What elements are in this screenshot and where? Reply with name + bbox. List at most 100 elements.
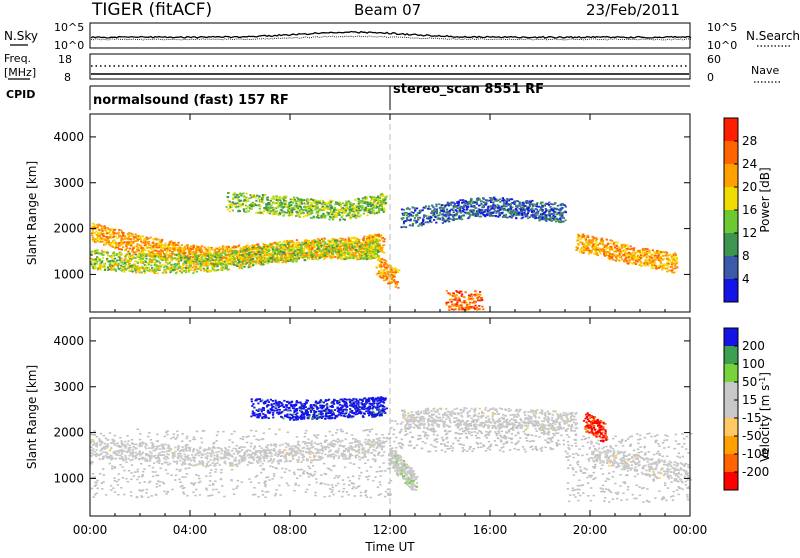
echo-cell (244, 199, 246, 201)
echo-cell (521, 213, 523, 215)
echo-cell (453, 205, 455, 207)
echo-cell (371, 247, 373, 249)
echo-cell (447, 202, 449, 204)
echo-cell (412, 215, 414, 217)
echo-cell (521, 211, 523, 213)
echo-cell (375, 241, 377, 243)
echo-cell (337, 244, 339, 246)
echo-cell (234, 252, 236, 254)
echo-cell (255, 263, 257, 265)
echo-cell (532, 205, 534, 207)
echo-cell (207, 262, 209, 264)
echo-cell (308, 200, 310, 202)
echo-cell (344, 239, 346, 241)
echo-cell (235, 206, 237, 208)
echo-cell (345, 210, 347, 212)
echo-cell (374, 213, 376, 215)
echo-cell (113, 229, 115, 231)
echo-cell (179, 247, 181, 249)
echo-cell (130, 265, 132, 267)
echo-cell (266, 244, 268, 246)
echo-cell (466, 209, 468, 211)
echo-cell (526, 215, 528, 217)
echo-cell (319, 241, 321, 243)
echo-cell (552, 204, 554, 206)
echo-cell (187, 244, 189, 246)
echo-cell (336, 240, 338, 242)
echo-cell (273, 207, 275, 209)
echo-cell (314, 258, 316, 260)
echo-cell (143, 269, 145, 271)
echo-cell (228, 258, 230, 260)
echo-cell (352, 203, 354, 205)
echo-cell (322, 213, 324, 215)
echo-cell (281, 254, 283, 256)
nsky-label: N.Sky (4, 29, 38, 43)
echo-cell (376, 253, 378, 255)
echo-cell (256, 195, 258, 197)
echo-cell (141, 236, 143, 238)
echo-cell (322, 206, 324, 208)
echo-cell (245, 201, 247, 203)
echo-cell (248, 266, 250, 268)
echo-cell (460, 212, 462, 214)
echo-cell (332, 219, 334, 221)
echo-cell (147, 270, 149, 272)
echo-cell (164, 249, 166, 251)
echo-cell (271, 207, 273, 209)
echo-cell (135, 254, 137, 256)
echo-cell (383, 209, 385, 211)
echo-cell (205, 253, 207, 255)
echo-cell (442, 210, 444, 212)
echo-cell (458, 204, 460, 206)
echo-cell (468, 216, 470, 218)
echo-cell (313, 202, 315, 204)
echo-cell (148, 264, 150, 266)
echo-cell (318, 217, 320, 219)
echo-cell (262, 197, 264, 199)
echo-cell (273, 212, 275, 214)
echo-cell (545, 214, 547, 216)
echo-cell (166, 257, 168, 259)
echo-cell (172, 264, 174, 266)
echo-cell (199, 261, 201, 263)
echo-cell (453, 211, 455, 213)
echo-cell (120, 230, 122, 232)
echo-cell (242, 203, 244, 205)
echo-cell (323, 258, 325, 260)
echo-cell (286, 253, 288, 255)
echo-cell (109, 264, 111, 266)
echo-cell (359, 206, 361, 208)
echo-cell (502, 216, 504, 218)
echo-cell (494, 198, 496, 200)
echo-cell (116, 260, 118, 262)
echo-cell (319, 200, 321, 202)
echo-cell (276, 211, 278, 213)
echo-cell (413, 220, 415, 222)
echo-cell (526, 200, 528, 202)
echo-cell (258, 250, 260, 252)
echo-cell (98, 229, 100, 231)
echo-cell (284, 240, 286, 242)
echo-cell (293, 253, 295, 255)
echo-cell (320, 250, 322, 252)
echo-cell (218, 250, 220, 252)
nsearch-label: N.Search (746, 29, 800, 43)
echo-cell (244, 211, 246, 213)
echo-cell (174, 257, 176, 259)
echo-cell (283, 206, 285, 208)
echo-cell (366, 214, 368, 216)
echo-cell (431, 212, 433, 214)
freq-strip: Freq. [MHz] 18 8 60 0 Nave (4, 52, 780, 84)
echo-cell (443, 208, 445, 210)
echo-cell (382, 199, 384, 201)
echo-cell (429, 208, 431, 210)
echo-cell (339, 203, 341, 205)
echo-cell (125, 264, 127, 266)
echo-cell (354, 214, 356, 216)
echo-cell (266, 210, 268, 212)
echo-cell (355, 249, 357, 251)
echo-cell (163, 244, 165, 246)
echo-cell (253, 245, 255, 247)
echo-cell (190, 263, 192, 265)
